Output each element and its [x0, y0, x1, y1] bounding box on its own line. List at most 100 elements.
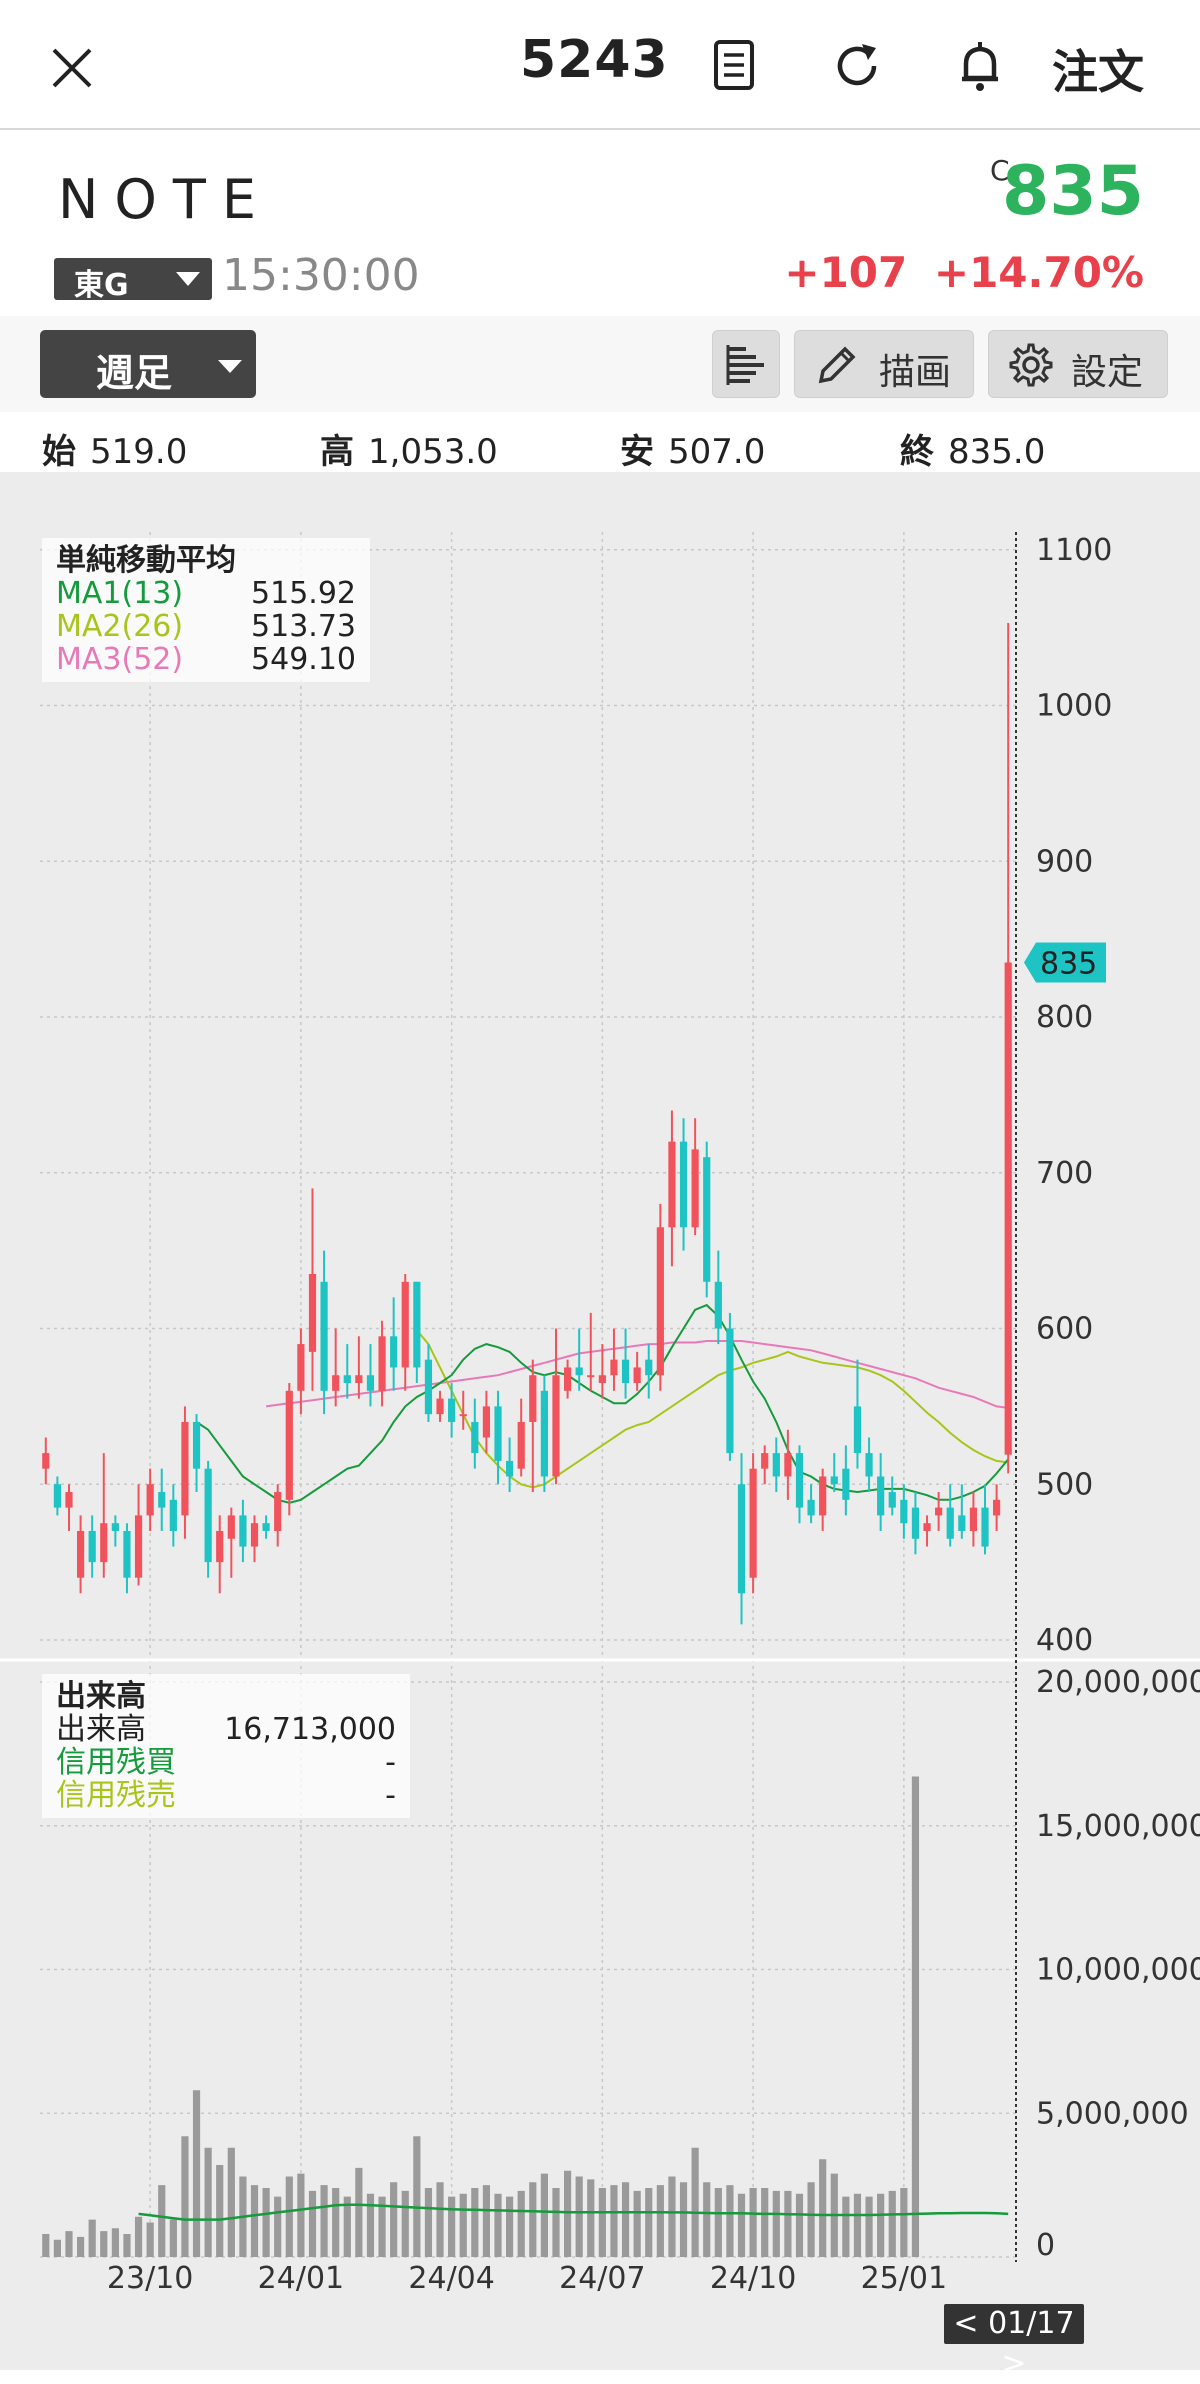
volume-bar — [424, 2188, 433, 2257]
volume-bar — [900, 2188, 908, 2257]
candle-body — [691, 1149, 699, 1228]
volume-bar — [413, 2136, 421, 2257]
last-price-tag-label: 835 — [1040, 947, 1097, 982]
candle-body — [378, 1336, 386, 1391]
candle-body — [969, 1507, 978, 1531]
candle-body — [737, 1484, 746, 1594]
ma1-value: 515.92 — [251, 576, 356, 611]
last-price-tag — [1024, 942, 1106, 983]
candle-body — [633, 1367, 641, 1384]
volume-bar — [552, 2188, 560, 2257]
volume-bar — [610, 2185, 618, 2257]
chart-area[interactable] — [0, 472, 1200, 2370]
candle-body — [436, 1398, 444, 1415]
x-tick-label: 24/10 — [710, 2261, 796, 2296]
candle-body — [169, 1499, 177, 1531]
volume-bar — [100, 2231, 108, 2257]
close-icon[interactable] — [44, 40, 100, 96]
candle-body — [158, 1492, 166, 1508]
candle-body — [598, 1375, 606, 1384]
candle-body — [563, 1367, 572, 1391]
volume-bar — [726, 2185, 734, 2257]
bell-icon[interactable] — [950, 36, 1010, 96]
ma2-label: MA2(26) — [56, 609, 184, 644]
candle-body — [935, 1507, 943, 1516]
period-selector[interactable]: 週足 — [40, 330, 256, 398]
ma2-value: 513.73 — [251, 609, 356, 644]
candle-body — [517, 1421, 525, 1469]
volume-bar — [668, 2176, 676, 2257]
candle-body — [355, 1375, 363, 1384]
volume-bar — [482, 2185, 491, 2257]
volume-bar — [911, 1776, 920, 2257]
candle-body — [285, 1390, 293, 1500]
volume-tick-label: 20,000,000 — [1036, 1665, 1200, 1700]
candle-body — [506, 1460, 514, 1477]
volume-bar — [308, 2190, 317, 2257]
volume-bar — [390, 2182, 398, 2257]
volume-bar — [274, 2196, 282, 2257]
price-change: +107 +14.70% — [784, 248, 1144, 297]
volume-bar — [88, 2219, 96, 2257]
candle-body — [726, 1328, 734, 1454]
volume-bar — [575, 2176, 583, 2257]
candle-body — [888, 1492, 896, 1508]
settings-button[interactable]: 設定 — [988, 330, 1168, 398]
x-tick-label: 24/07 — [559, 2261, 645, 2296]
volume-bar — [285, 2176, 293, 2257]
order-button[interactable]: 注文 — [1052, 45, 1144, 99]
price-tick-label: 1100 — [1036, 533, 1112, 568]
candle-body — [1004, 962, 1012, 1455]
candle-body — [958, 1515, 966, 1531]
market-selector[interactable]: 東G — [54, 258, 212, 303]
x-tick-label: 25/01 — [861, 2261, 947, 2296]
candle-body — [111, 1523, 119, 1531]
volume-bar — [679, 2182, 688, 2257]
volume-bar — [598, 2188, 606, 2257]
candle-body — [807, 1499, 815, 1516]
margin-buy-value: - — [385, 1745, 396, 1780]
candle-body — [610, 1359, 618, 1376]
ohlc-high: 高 1,053.0 — [320, 432, 498, 472]
volume-bar — [169, 2219, 177, 2257]
candle-body — [923, 1523, 931, 1531]
indicator-button[interactable] — [712, 330, 780, 398]
candle-body — [772, 1453, 780, 1477]
volume-bar — [563, 2170, 572, 2257]
volume-bar — [656, 2185, 664, 2257]
stock-name: NOTE — [58, 168, 273, 231]
volume-legend-title: 出来高 — [56, 1679, 146, 1714]
candle-body — [853, 1406, 862, 1454]
document-icon[interactable] — [704, 36, 764, 96]
date-badge[interactable]: < 01/17 > — [944, 2304, 1084, 2381]
volume-bar — [297, 2173, 305, 2257]
volume-bar — [355, 2167, 363, 2257]
draw-button[interactable]: 描画 — [794, 330, 974, 398]
volume-bar — [633, 2190, 641, 2257]
margin-buy-label: 信用残買 — [56, 1745, 176, 1780]
candle-body — [308, 1274, 317, 1352]
volume-bar — [737, 2193, 746, 2257]
candle-body — [42, 1453, 50, 1469]
candle-body — [250, 1523, 259, 1547]
x-tick-label: 23/10 — [107, 2261, 193, 2296]
candle-body — [540, 1390, 548, 1477]
candle-body — [529, 1375, 537, 1422]
ma3-line — [265, 1340, 1009, 1409]
candle-body — [981, 1507, 989, 1547]
candle-body — [134, 1515, 143, 1578]
candle-body — [262, 1523, 270, 1531]
x-tick-label: 24/01 — [258, 2261, 344, 2296]
volume-bar — [517, 2190, 525, 2257]
candle-body — [297, 1344, 305, 1391]
draw-label: 描画 — [879, 352, 952, 393]
volume-ma-line — [138, 2203, 1009, 2221]
volume-bar — [888, 2190, 896, 2257]
top-bar: 5243 注文 — [0, 0, 1200, 130]
ma2-line — [416, 1329, 1009, 1489]
refresh-icon[interactable] — [828, 36, 888, 96]
candle-body — [390, 1336, 398, 1368]
candle-body — [76, 1530, 85, 1578]
candle-body — [239, 1515, 247, 1547]
